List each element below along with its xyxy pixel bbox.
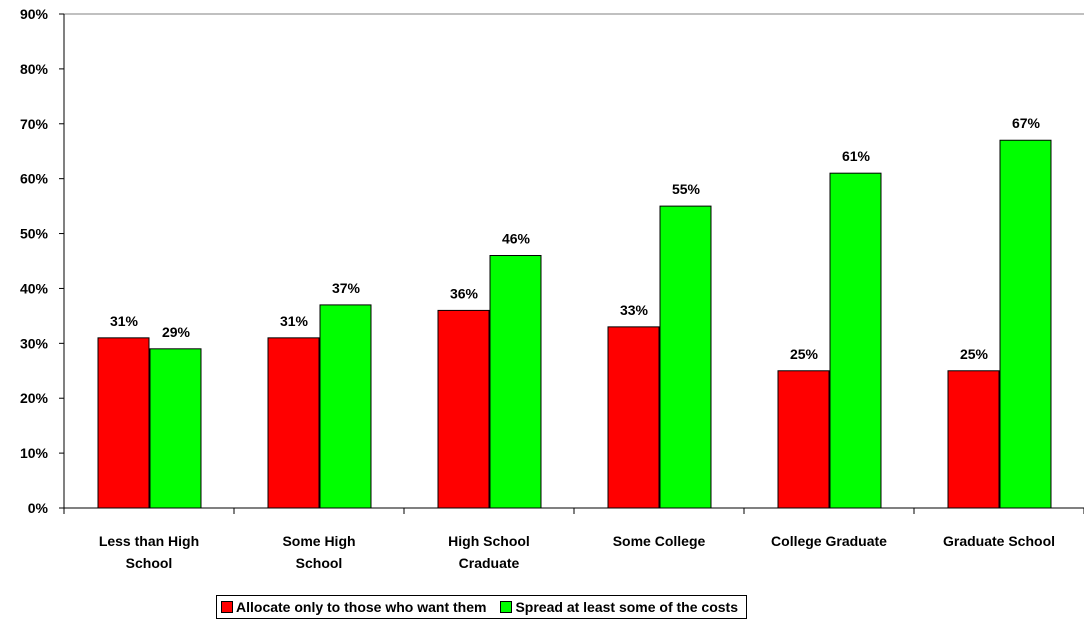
y-tick-label: 40%	[20, 280, 49, 296]
y-tick-label: 0%	[28, 500, 49, 516]
bar-allocate	[947, 370, 1000, 509]
bar-spread	[149, 348, 202, 509]
data-label: 67%	[1012, 115, 1041, 131]
bar-allocate	[97, 337, 150, 509]
bar-allocate	[437, 309, 490, 509]
data-label: 29%	[162, 324, 191, 340]
data-label: 55%	[672, 181, 701, 197]
data-label: 25%	[790, 346, 819, 362]
legend-item-spread: Spread at least some of the costs	[500, 599, 738, 615]
data-label: 25%	[960, 346, 989, 362]
bar-allocate	[777, 370, 830, 509]
bar-allocate	[267, 337, 320, 509]
bar-spread	[999, 139, 1052, 509]
data-label: 31%	[280, 313, 309, 329]
y-tick-label: 60%	[20, 171, 49, 187]
y-tick-label: 10%	[20, 445, 49, 461]
data-label: 61%	[842, 148, 871, 164]
y-tick-label: 90%	[20, 6, 49, 22]
legend-swatch-allocate	[221, 601, 233, 613]
x-category-label: High School	[448, 533, 530, 549]
bar-spread	[829, 172, 882, 509]
x-category-label: Graduate School	[943, 533, 1055, 549]
y-tick-label: 50%	[20, 226, 49, 242]
x-category-label: School	[296, 555, 343, 571]
bar-spread	[319, 304, 372, 509]
data-label: 37%	[332, 280, 361, 296]
data-label: 46%	[502, 231, 531, 247]
y-tick-label: 70%	[20, 116, 49, 132]
x-category-label: Some High	[282, 533, 355, 549]
x-category-label: College Graduate	[771, 533, 887, 549]
data-label: 31%	[110, 313, 139, 329]
legend-label-allocate: Allocate only to those who want them	[236, 599, 487, 615]
bar-chart: 0% 10% 20% 30% 40% 50% 60% 70% 80% 90% 31% 29% Less …	[20, 6, 1084, 571]
bar-allocate	[607, 326, 660, 509]
data-label: 36%	[450, 285, 479, 301]
bar-spread	[659, 205, 712, 509]
x-category-label: Some College	[613, 533, 706, 549]
x-category-label: Craduate	[459, 555, 520, 571]
x-category-label: School	[126, 555, 173, 571]
data-label: 33%	[620, 302, 649, 318]
x-category-label: Less than High	[99, 533, 199, 549]
bar-spread	[489, 255, 542, 509]
legend-swatch-spread	[500, 601, 513, 613]
legend-label-spread: Spread at least some of the costs	[515, 599, 738, 615]
y-tick-label: 30%	[20, 335, 49, 351]
legend-item-allocate: Allocate only to those who want them	[221, 599, 486, 615]
y-tick-label: 80%	[20, 61, 49, 77]
y-tick-label: 20%	[20, 390, 49, 406]
legend: Allocate only to those who want them Spr…	[216, 595, 747, 619]
